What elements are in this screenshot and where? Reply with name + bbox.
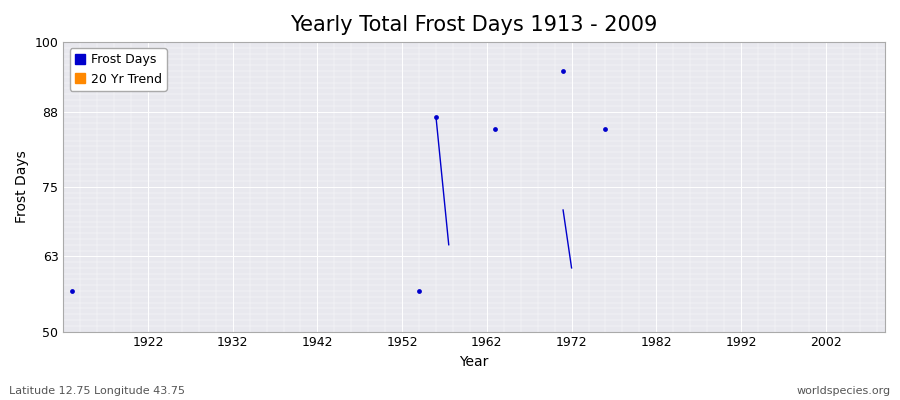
X-axis label: Year: Year bbox=[460, 355, 489, 369]
Point bbox=[412, 288, 427, 294]
Title: Yearly Total Frost Days 1913 - 2009: Yearly Total Frost Days 1913 - 2009 bbox=[291, 15, 658, 35]
Text: Latitude 12.75 Longitude 43.75: Latitude 12.75 Longitude 43.75 bbox=[9, 386, 185, 396]
Text: worldspecies.org: worldspecies.org bbox=[796, 386, 891, 396]
Point bbox=[488, 126, 502, 132]
Point bbox=[598, 126, 613, 132]
Point bbox=[556, 68, 571, 74]
Point bbox=[428, 114, 443, 120]
Point bbox=[65, 288, 79, 294]
Legend: Frost Days, 20 Yr Trend: Frost Days, 20 Yr Trend bbox=[69, 48, 166, 91]
Y-axis label: Frost Days: Frost Days bbox=[15, 150, 29, 223]
